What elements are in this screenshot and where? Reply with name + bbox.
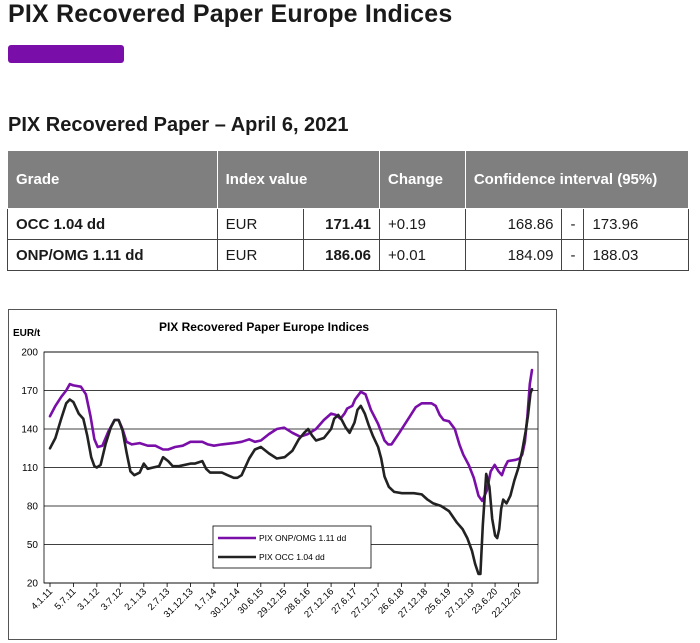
index-table: Grade Index value Change Confidence inte… xyxy=(7,150,690,271)
series-line-occ xyxy=(48,387,534,576)
y-tick-label: 20 xyxy=(27,579,39,590)
y-tick-label: 200 xyxy=(21,348,38,359)
legend-label: PIX OCC 1.04 dd xyxy=(259,552,325,562)
x-tick-label: 2.1.13 xyxy=(122,586,148,612)
row-grade: ONP/OMG 1.11 dd xyxy=(7,239,218,271)
section-title: PIX Recovered Paper – April 6, 2021 xyxy=(8,114,349,136)
plot-area xyxy=(43,351,539,584)
legend-label: PIX ONP/OMG 1.11 dd xyxy=(259,533,347,543)
x-tick-label: 3.7.12 xyxy=(99,586,125,612)
row-grade: OCC 1.04 dd xyxy=(7,208,218,240)
line-chart: PIX Recovered Paper Europe Indices EUR/t 2… xyxy=(13,320,539,620)
x-tick-label: 5.7.11 xyxy=(53,586,79,612)
row-ci-separator: - xyxy=(561,239,585,271)
page-title: PIX Recovered Paper Europe Indices xyxy=(8,0,453,28)
row-index-value: 171.41 xyxy=(303,208,381,240)
x-tick-label: 4.1.11 xyxy=(29,586,55,612)
table-row: ONP/OMG 1.11 dd EUR 186.06 +0.01 184.09 … xyxy=(7,239,689,271)
y-tick-label: 50 xyxy=(27,540,39,551)
table-header-row: Grade Index value Change Confidence inte… xyxy=(7,150,690,209)
row-ci-high: 173.96 xyxy=(583,208,689,240)
row-currency: EUR xyxy=(216,239,305,271)
row-ci-low: 168.86 xyxy=(464,208,563,240)
y-tick-label: 140 xyxy=(21,425,38,436)
legend xyxy=(212,525,372,569)
row-index-value: 186.06 xyxy=(303,239,381,271)
row-ci-high: 188.03 xyxy=(583,239,689,271)
row-ci-separator: - xyxy=(561,208,585,240)
y-tick-label: 80 xyxy=(27,502,39,513)
chart-frame: PIX Recovered Paper Europe Indices EUR/t 2… xyxy=(8,309,557,640)
header-index-value: Index value xyxy=(216,150,381,209)
title-accent-bar xyxy=(8,45,124,63)
row-change: +0.01 xyxy=(379,239,466,271)
y-axis-label: EUR/t xyxy=(13,328,41,339)
header-confidence-interval: Confidence interval (95%) xyxy=(464,150,690,209)
y-tick-label: 110 xyxy=(22,463,38,474)
table-row: OCC 1.04 dd EUR 171.41 +0.19 168.86 - 17… xyxy=(7,208,689,240)
row-ci-low: 184.09 xyxy=(464,239,563,271)
header-grade: Grade xyxy=(7,150,218,209)
header-change: Change xyxy=(379,150,466,209)
y-tick-label: 170 xyxy=(21,386,38,397)
x-tick-label: 3.1.12 xyxy=(76,586,102,612)
chart-title: PIX Recovered Paper Europe Indices xyxy=(159,320,369,334)
row-change: +0.19 xyxy=(379,208,466,240)
row-currency: EUR xyxy=(216,208,305,240)
